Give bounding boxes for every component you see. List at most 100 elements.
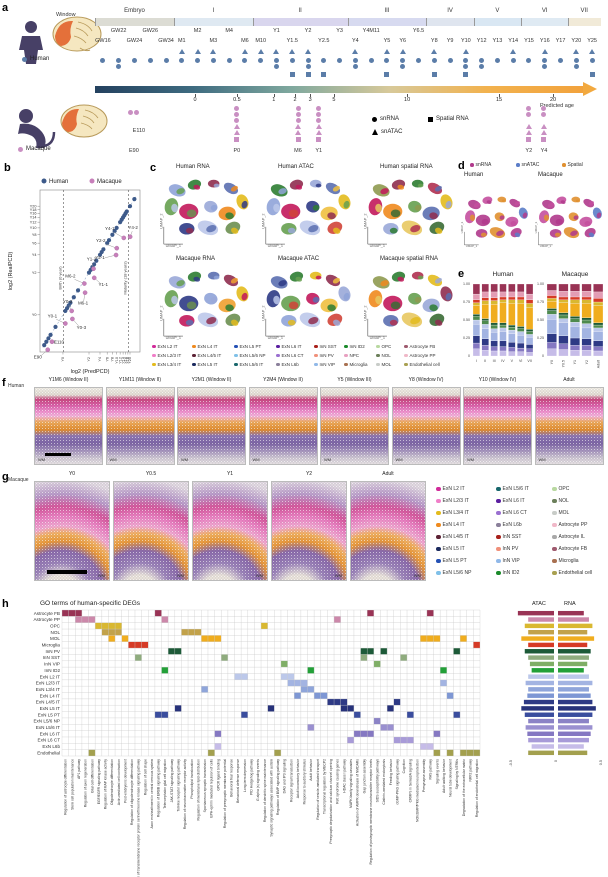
window-name: IV [447, 8, 453, 14]
umap-cluster [556, 196, 567, 204]
umap-cluster [273, 203, 281, 213]
cell-type-dot-icon [496, 570, 501, 576]
cell-type-label: InN SST [319, 344, 337, 349]
human-sample-age: Y12 [476, 38, 487, 44]
bar-segment [581, 350, 592, 357]
human-point [112, 228, 117, 234]
macaque-spatial-square [234, 137, 240, 142]
cell-type-label: ExN L6b [502, 522, 522, 528]
window-segment [473, 18, 523, 26]
umap-title: Macaque [538, 172, 563, 178]
umap-y-label: UMAP_2 [534, 221, 538, 233]
y-axis-label: log2 (RealPCD) [8, 252, 14, 291]
snrna-circle [273, 64, 279, 69]
bar-segment [593, 301, 604, 306]
macaque-snrna-circle [541, 106, 547, 111]
spatial-square [463, 72, 469, 77]
bar-segment [472, 342, 480, 349]
atac-bar [528, 655, 554, 660]
x-tick-label: Y10 [115, 357, 119, 364]
x-tick-label: V [511, 359, 514, 363]
umap-x-label: UMAP_1 [370, 244, 385, 248]
y-tick-label: 0.75 [463, 300, 470, 304]
rna-bar [558, 731, 591, 737]
macaque-snrna-circle [295, 118, 301, 123]
bar-segment [517, 299, 525, 304]
cell-type-dot-icon [192, 353, 196, 358]
macaque-sample-age-upper: E110 [132, 128, 146, 134]
umap-cluster [440, 194, 453, 210]
human-brain-icon [52, 16, 102, 52]
human-sample-age: Y8 [430, 38, 438, 44]
age-arrow-head [583, 82, 597, 96]
heatmap-cell [168, 648, 175, 655]
snrna-circle [289, 58, 295, 63]
umap-cluster [236, 194, 249, 210]
cell-type-dot-icon [552, 546, 557, 552]
macaque-point [82, 281, 87, 286]
heatmap-cell [440, 679, 447, 687]
x-tick-label: Y4 [98, 357, 102, 362]
bar-segment [499, 327, 507, 332]
umap-y-label: UMAP_2 [159, 305, 163, 320]
age-tick-label: 0.5 [233, 97, 241, 103]
bar-segment [526, 344, 534, 349]
umap-cluster [496, 230, 504, 236]
tissue-tile-title: Adult [563, 377, 575, 383]
umap-cluster [588, 232, 595, 238]
bar-segment [499, 331, 507, 342]
macaque-species-label: Macaque [18, 146, 51, 152]
human-sample-age: M4 [225, 28, 233, 34]
heatmap-cell [426, 635, 434, 642]
snatac-triangle [573, 49, 580, 54]
x-tick-label: Y0 [61, 357, 65, 362]
umap-y-label: UMAP_2 [261, 305, 265, 320]
cell-type-label: ExN L3/4 IT [442, 510, 469, 516]
heatmap-row-label: ExN L5/6 IT [36, 725, 60, 730]
human-point [71, 295, 76, 300]
heatmap-cell [387, 724, 394, 731]
heatmap-cell [460, 749, 467, 756]
heatmap-row-label: NOL [51, 630, 61, 635]
bar-segment [517, 283, 525, 293]
cell-type-label: Endothelial cell [409, 362, 440, 367]
cell-type-legend-item: InN PV [314, 353, 334, 358]
cell-type-dot-icon [344, 344, 348, 349]
bar-segment [558, 349, 569, 357]
age-tick-mark [499, 94, 500, 97]
heatmap-row-label: ExN L5 PT [38, 712, 60, 717]
umap-cluster [223, 274, 239, 287]
bar-segment [558, 299, 569, 303]
bar-axis-tick: 0 [554, 760, 558, 762]
macaque-snrna-circle [295, 106, 301, 111]
heatmap-row-label: InN VIP [44, 662, 60, 667]
heatmap-column-label: Regulation of MAP kinase activity [104, 759, 108, 810]
snrna-circle [400, 58, 406, 63]
cell-type-label: ExN L5 PT [442, 558, 467, 564]
cell-type-label: ExN L5/6 IT [502, 486, 529, 492]
heatmap-cell [473, 641, 480, 649]
bar-segment [581, 319, 592, 324]
cell-type-label: ExN L4/5 IT [442, 534, 469, 540]
human-point [127, 204, 133, 209]
panel-h-label: h [2, 598, 9, 610]
rna-bar [558, 674, 589, 679]
human-sample-age: Y1.5 [286, 38, 298, 44]
bar-segment [517, 334, 525, 344]
cell-type-legend-item: ExN L2 IT [436, 486, 465, 492]
heatmap-cell [88, 749, 96, 756]
umap-cluster [225, 304, 234, 312]
human-sample-age: Y1 [273, 28, 280, 34]
heatmap-column-label: Post-embryonic development [123, 759, 127, 803]
umap-cluster [236, 286, 249, 302]
macaque-snatac-triangle [525, 130, 532, 135]
snrna-circle [447, 58, 453, 63]
macaque-snrna-circle [526, 112, 532, 117]
x-tick-label: Y6 [105, 357, 109, 362]
cell-type-dot-icon [314, 362, 318, 367]
cell-type-legend-item: ExN L5 PT [436, 558, 467, 564]
snrna-circle [258, 58, 264, 63]
heatmap-cell [473, 749, 480, 756]
cell-type-legend-item: InN ID2 [344, 344, 365, 349]
